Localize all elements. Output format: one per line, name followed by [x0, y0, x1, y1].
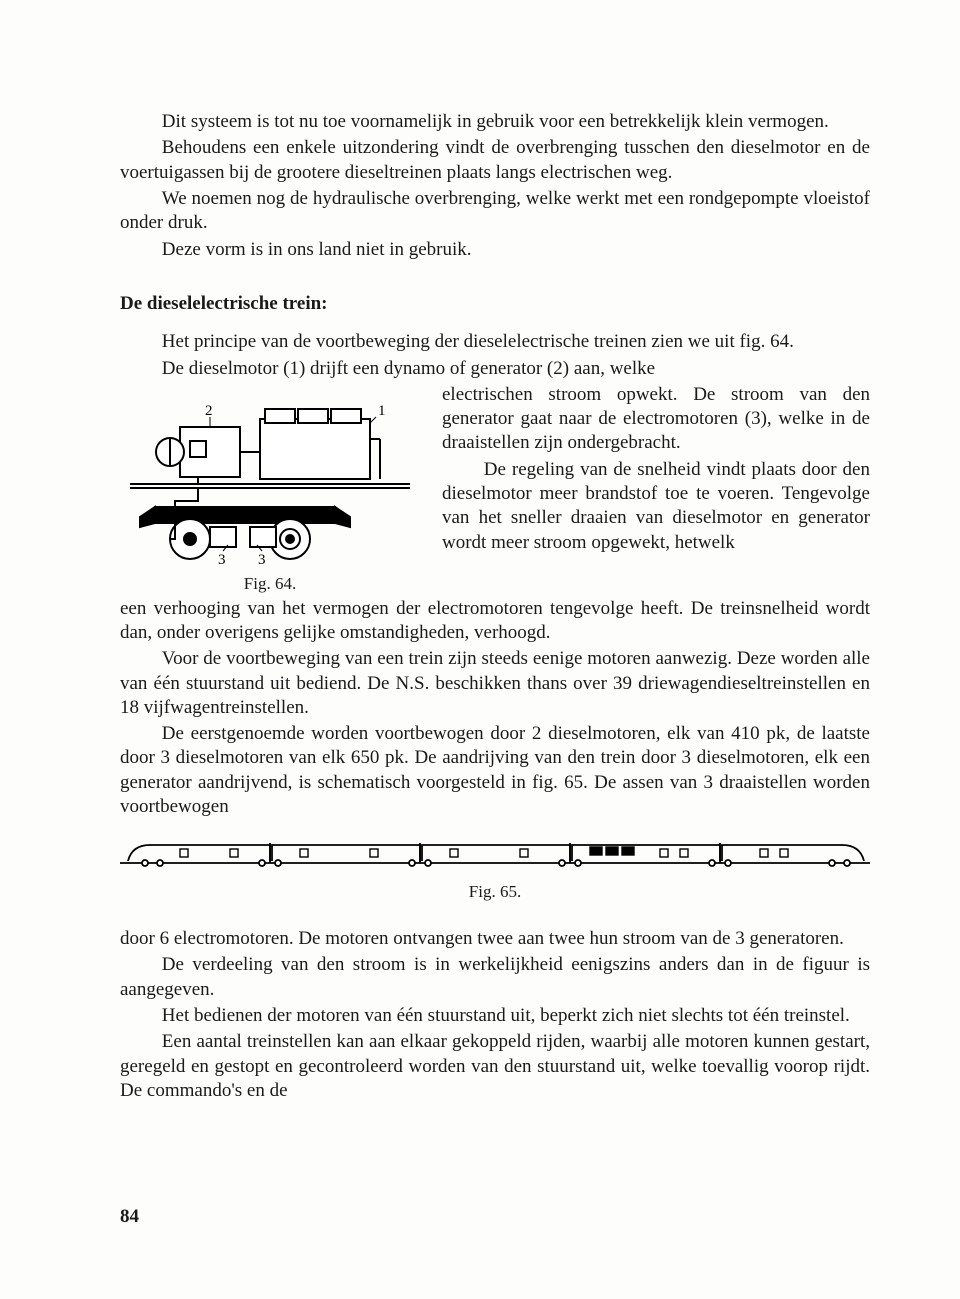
intro-p1: Dit systeem is tot nu toe voornamelijk i…: [120, 110, 870, 134]
figure-64: 2 1 3 3 Fig. 64.: [120, 389, 420, 595]
tail-p2: De verdeeling van den stroom is in werke…: [120, 953, 870, 1002]
figure-65: Fig. 65.: [120, 837, 870, 903]
intro-p3: We noemen nog de hydraulische overbrengi…: [120, 187, 870, 236]
tail-p1: door 6 electromotoren. De motoren ontvan…: [120, 927, 870, 951]
section-p3tail: een verhooging van het vermogen der elec…: [120, 597, 870, 646]
text-fig-wrap: 2 1 3 3 Fig. 64. electrischen stroom opw…: [120, 383, 870, 597]
section-p5: De eerstgenoemde worden voortbewogen doo…: [120, 722, 870, 819]
tail-p4: Een aantal treinstellen kan aan elkaar g…: [120, 1030, 870, 1103]
fig64-caption: Fig. 64.: [120, 573, 420, 595]
page-number: 84: [120, 1205, 139, 1229]
section-p1: Het principe van de voortbeweging der di…: [120, 330, 870, 354]
page: Dit systeem is tot nu toe voornamelijk i…: [0, 0, 960, 1299]
intro-p4: Deze vorm is in ons land niet in gebruik…: [120, 238, 870, 262]
section-title: De dieselelectrische trein:: [120, 292, 870, 316]
fig64-label-2: 2: [205, 403, 213, 419]
section-p4: Voor de voortbeweging van een trein zijn…: [120, 647, 870, 720]
fig65-caption: Fig. 65.: [120, 881, 870, 903]
fig64-svg: 2 1 3 3: [120, 389, 420, 569]
section-p2b: electrischen stroom opwekt. De stroom va…: [442, 384, 870, 454]
fig64-label-1: 1: [378, 403, 386, 419]
fig64-label-3a: 3: [218, 552, 226, 568]
fig64-label-3b: 3: [258, 552, 266, 568]
intro-p2: Behoudens een enkele uitzondering vindt …: [120, 136, 870, 185]
tail-p3: Het bedienen der motoren van één stuurst…: [120, 1004, 870, 1028]
fig65-svg: [120, 837, 870, 869]
section-p2a: De dieselmotor (1) drijft een dynamo of …: [120, 357, 870, 381]
